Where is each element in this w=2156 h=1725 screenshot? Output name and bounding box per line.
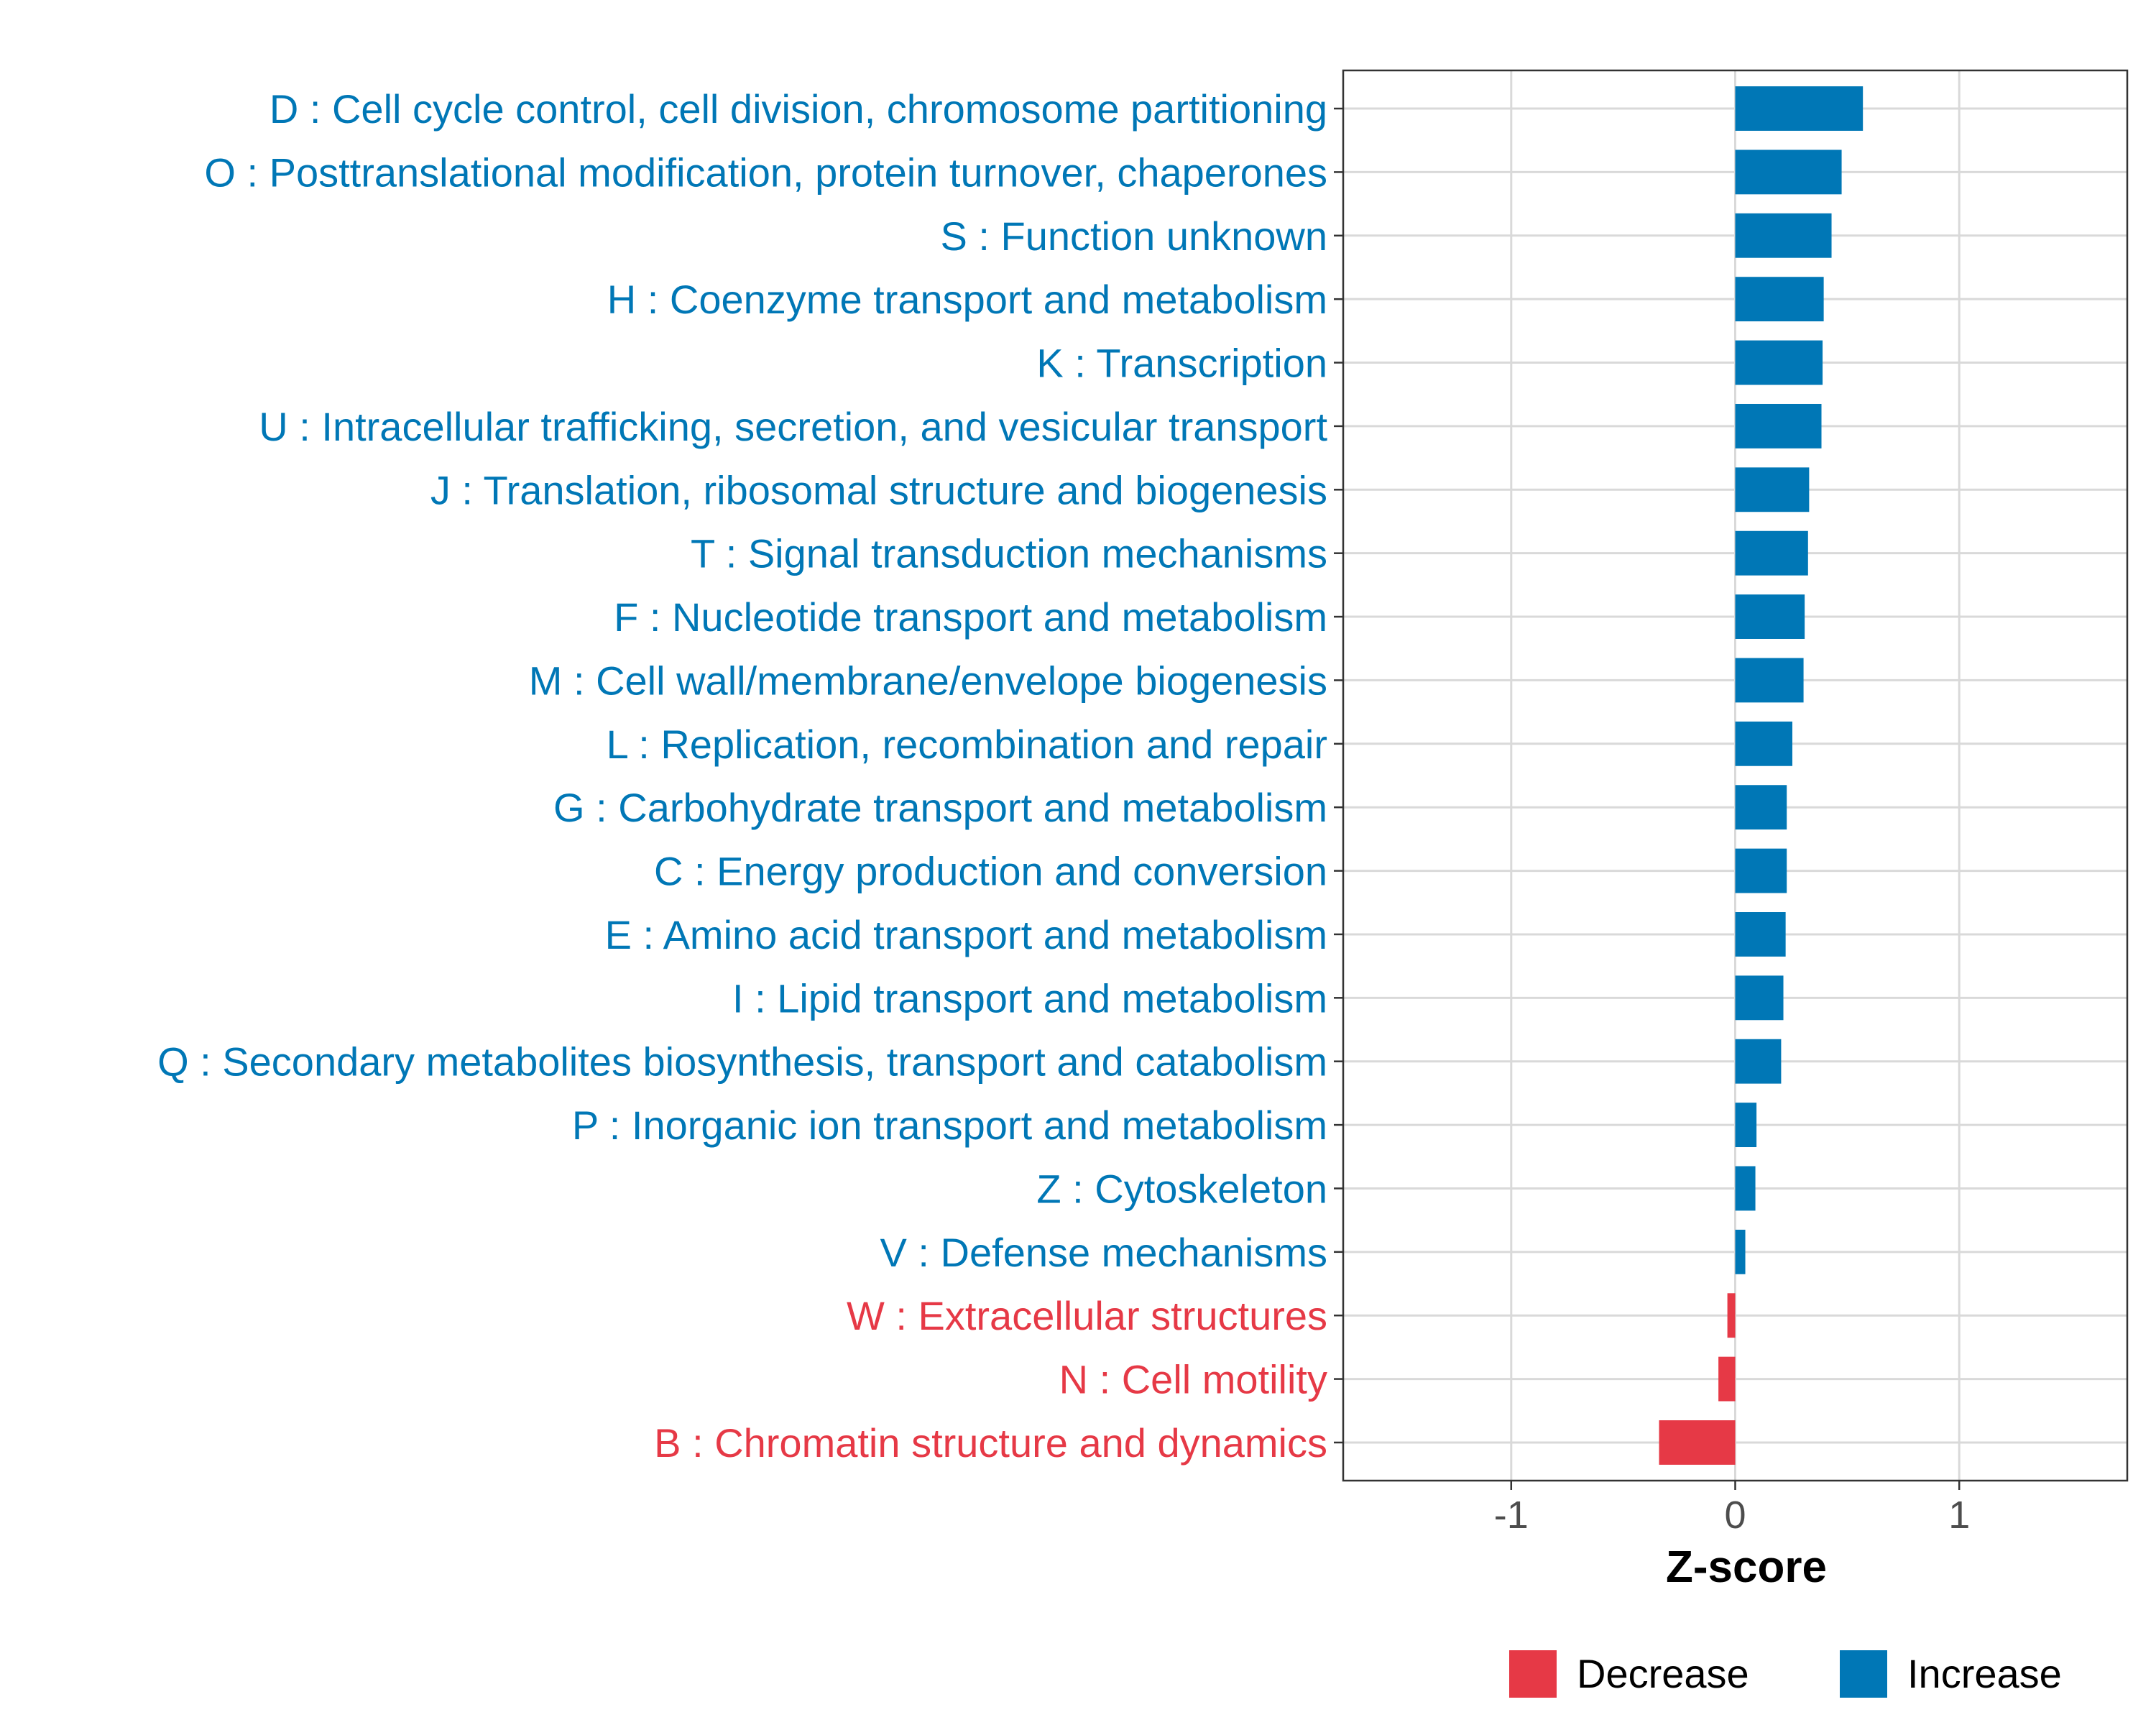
bar xyxy=(1735,1166,1756,1211)
category-label: H : Coenzyme transport and metabolism xyxy=(607,277,1327,322)
bar xyxy=(1735,213,1832,258)
category-label: E : Amino acid transport and metabolism xyxy=(605,912,1327,957)
bar xyxy=(1735,403,1822,448)
bar xyxy=(1735,912,1786,957)
x-axis-title: Z-score xyxy=(1666,1542,1827,1592)
category-label: D : Cell cycle control, cell division, c… xyxy=(270,86,1327,132)
category-label: V : Defense mechanisms xyxy=(880,1230,1327,1275)
legend-swatch-decrease xyxy=(1509,1650,1557,1698)
bar xyxy=(1735,594,1805,639)
bar xyxy=(1735,1229,1746,1274)
category-label: Z : Cytoskeleton xyxy=(1036,1166,1327,1211)
legend: Decrease Increase xyxy=(1509,1650,2062,1698)
bar xyxy=(1735,1039,1782,1084)
category-label: M : Cell wall/membrane/envelope biogenes… xyxy=(529,658,1327,703)
category-label: C : Energy production and conversion xyxy=(654,849,1327,894)
category-label: I : Lipid transport and metabolism xyxy=(732,975,1327,1021)
category-label: N : Cell motility xyxy=(1059,1357,1327,1402)
bars xyxy=(1659,86,1864,1465)
x-tick-label: 0 xyxy=(1724,1494,1746,1537)
bar xyxy=(1735,658,1804,703)
y-axis-ticks: D : Cell cycle control, cell division, c… xyxy=(157,86,1343,1466)
bar xyxy=(1659,1420,1736,1465)
bar xyxy=(1718,1356,1736,1402)
legend-label-decrease: Decrease xyxy=(1577,1651,1749,1696)
bar xyxy=(1735,1103,1757,1148)
bar xyxy=(1735,975,1784,1021)
category-label: G : Carbohydrate transport and metabolis… xyxy=(553,785,1327,830)
bar xyxy=(1735,150,1842,195)
legend-swatch-increase xyxy=(1840,1650,1887,1698)
bar xyxy=(1735,530,1808,576)
category-label: Q : Secondary metabolites biosynthesis, … xyxy=(157,1039,1327,1085)
bar xyxy=(1735,721,1792,766)
bar xyxy=(1735,340,1823,385)
x-axis-ticks: -1 0 1 xyxy=(1494,1481,1970,1537)
x-tick-label: -1 xyxy=(1494,1494,1529,1537)
category-label: S : Function unknown xyxy=(940,213,1327,259)
category-label: L : Replication, recombination and repai… xyxy=(607,722,1327,767)
bar xyxy=(1735,467,1810,512)
bar xyxy=(1735,277,1824,322)
category-label: W : Extracellular structures xyxy=(847,1293,1327,1338)
category-label: K : Transcription xyxy=(1036,341,1327,386)
x-tick-label: 1 xyxy=(1948,1494,1970,1537)
category-label: J : Translation, ribosomal structure and… xyxy=(430,467,1327,512)
category-label: O : Posttranslational modification, prot… xyxy=(204,150,1327,195)
category-label: B : Chromatin structure and dynamics xyxy=(654,1420,1327,1466)
bar xyxy=(1735,785,1787,830)
category-label: P : Inorganic ion transport and metaboli… xyxy=(572,1103,1327,1148)
bar xyxy=(1735,848,1787,893)
legend-label-increase: Increase xyxy=(1907,1651,2062,1696)
bar xyxy=(1735,86,1864,131)
category-label: T : Signal transduction mechanisms xyxy=(691,531,1327,576)
bar xyxy=(1727,1293,1736,1338)
category-label: U : Intracellular trafficking, secretion… xyxy=(259,404,1327,449)
category-label: F : Nucleotide transport and metabolism xyxy=(614,594,1327,640)
